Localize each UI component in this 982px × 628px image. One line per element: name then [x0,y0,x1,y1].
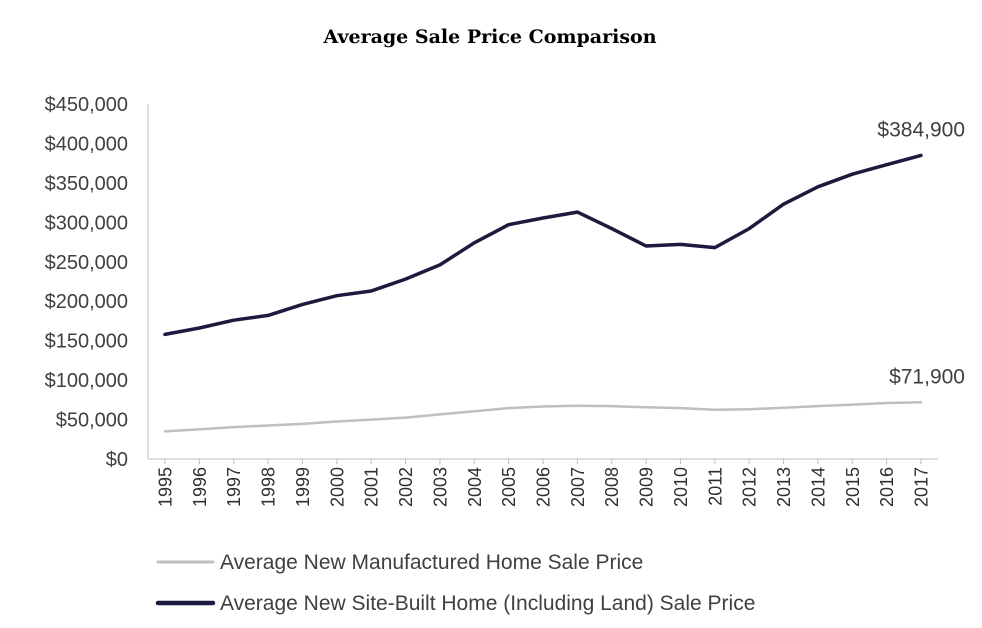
legend-label-2: Average New Site-Built Home (Including L… [220,592,755,615]
x-tick-label: 2001 [362,467,382,507]
y-tick-label: $100,000 [45,370,128,392]
x-tick-label: 2009 [637,467,657,507]
x-tick-label: 2014 [808,467,828,507]
x-tick-label: 2006 [534,467,554,507]
y-tick-label: $0 [106,449,128,471]
y-tick-label: $400,000 [45,133,128,155]
chart-title: Average Sale Price Comparison [322,26,656,48]
y-axis: $0 $50,000 $100,000 $150,000 $200,000 $250,00… [45,94,149,471]
y-tick-label: $50,000 [56,410,128,432]
x-tick-label: 1996 [190,467,210,507]
x-tick-label: 2017 [912,467,932,507]
data-labels: $71,900 $384,900 [877,118,965,388]
x-tick-label: 2005 [499,467,519,507]
y-tick-label: $250,000 [45,252,128,274]
data-label-1: $71,900 [889,365,965,388]
series-line-1 [163,401,923,433]
x-tick-label: 2003 [430,467,450,507]
y-tick-label: $150,000 [45,331,128,353]
y-tick-label: $300,000 [45,212,128,234]
series-line-2 [163,153,923,337]
x-tick-label: 2012 [740,467,760,507]
legend: Average New Manufactured Home Sale Price… [155,551,755,615]
x-tick-label: 2004 [465,467,485,507]
y-tick-label: $450,000 [45,94,128,116]
x-tick-label: 1997 [224,467,244,507]
x-tick-label: 2002 [396,467,416,507]
x-tick-label: 2015 [843,467,863,507]
legend-label-1: Average New Manufactured Home Sale Price [220,551,643,574]
y-tick-label: $350,000 [45,173,128,195]
x-tick-label: 2007 [568,467,588,507]
data-label-2: $384,900 [877,118,965,141]
x-tick-label: 1995 [156,467,176,507]
x-tick-label: 2011 [705,467,725,506]
x-tick-label: 2010 [671,467,691,507]
y-tick-label: $200,000 [45,291,128,313]
series-lines [163,153,923,433]
x-axis: 1995 1996 1997 1998 1999 2000 2001 2002 2003 2004… [148,458,938,507]
x-tick-label: 1998 [259,467,279,507]
x-tick-label: 2016 [877,467,897,507]
x-tick-label: 2008 [602,467,622,507]
x-tick-label: 2000 [327,467,347,507]
x-tick-label: 1999 [293,467,313,507]
x-tick-label: 2013 [774,467,794,507]
